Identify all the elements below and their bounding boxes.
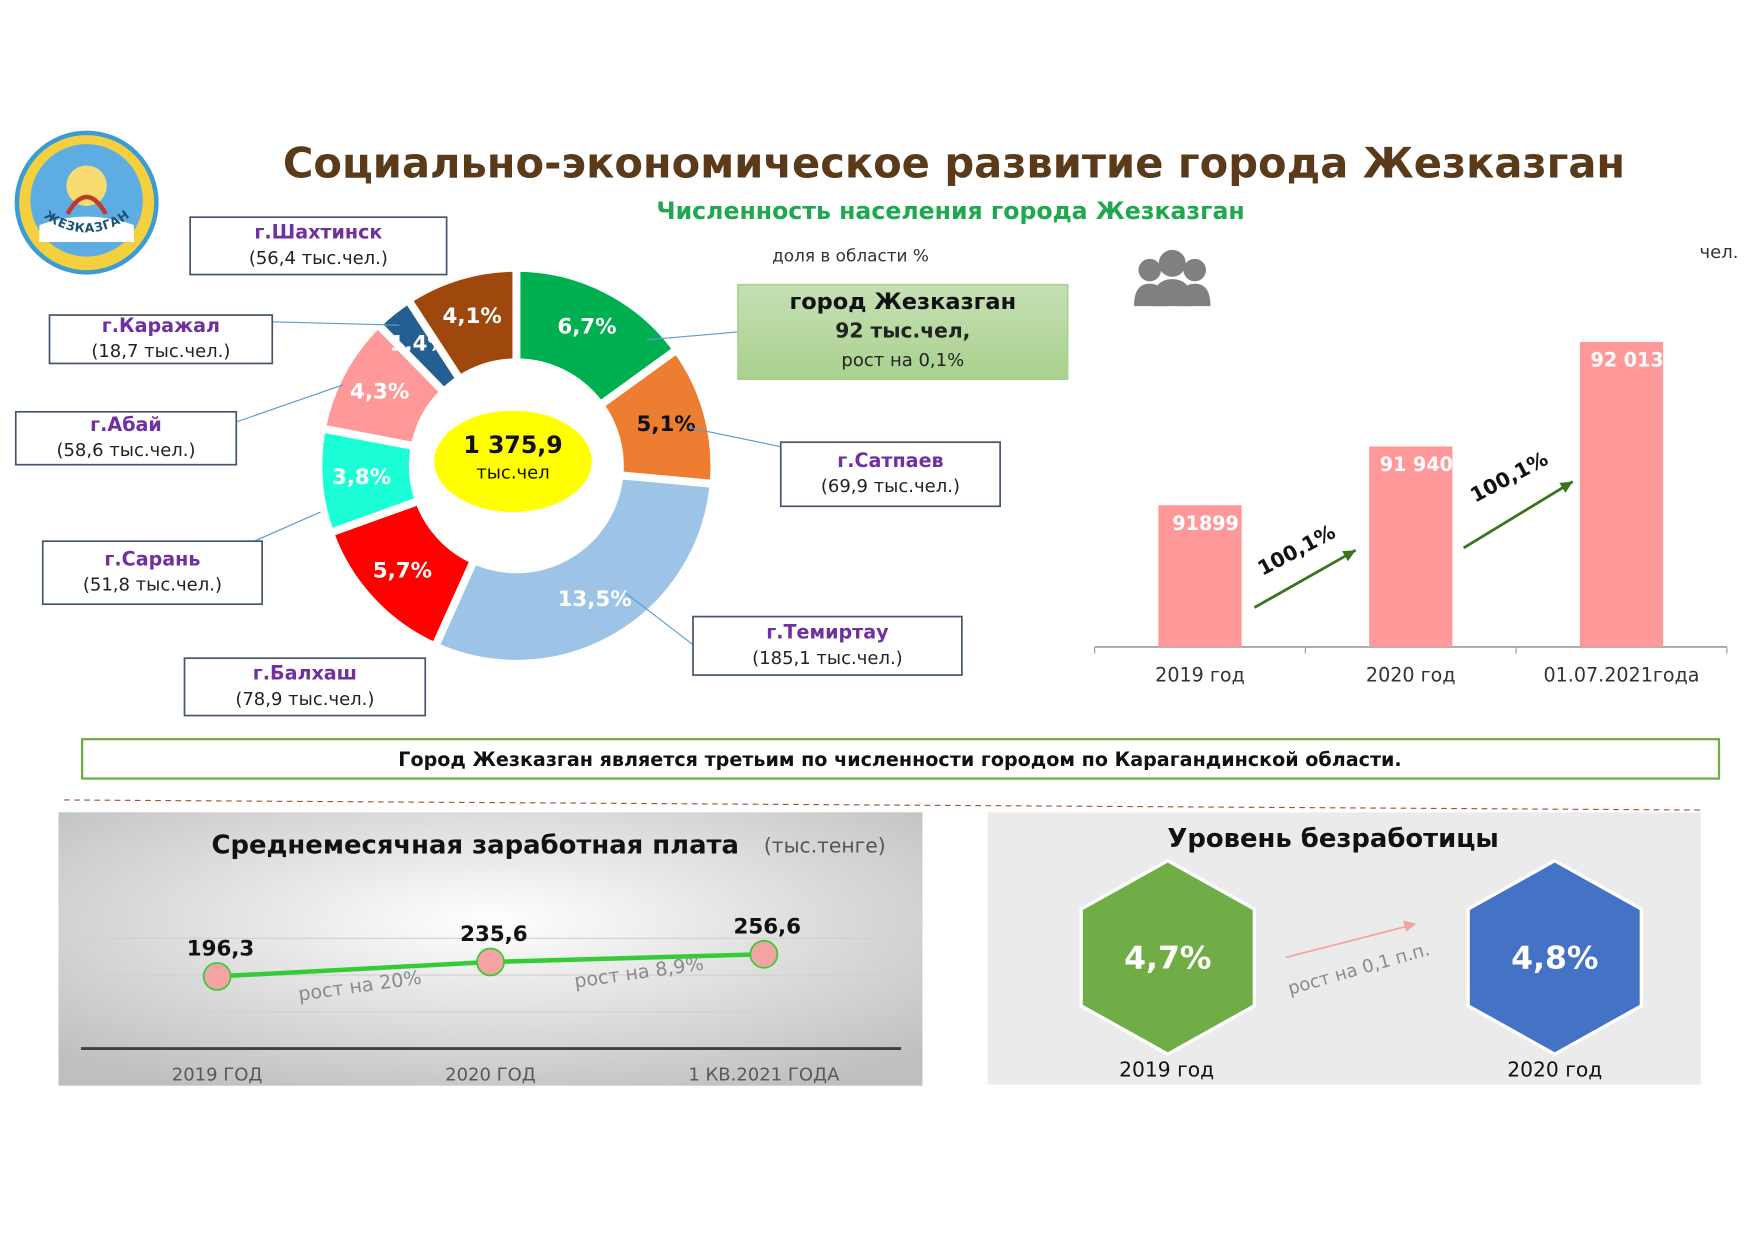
unit-label: чел. xyxy=(1700,242,1739,263)
slice-label: 13,5% xyxy=(558,587,632,612)
unit-label: доля в области % xyxy=(772,246,929,266)
slice-label: 4,1% xyxy=(443,304,502,329)
slice-label: 5,7% xyxy=(373,558,432,583)
panel-title: Среднемесячная заработная плата xyxy=(212,831,739,861)
callout-name: г.Сарань xyxy=(104,547,200,570)
panel-subtitle: (тыс.тенге) xyxy=(764,834,886,858)
x-tick-label: 1 КВ.2021 ГОДА xyxy=(688,1065,840,1086)
growth-label: 100,1% xyxy=(1466,446,1552,507)
rate-label: 4,7% xyxy=(1124,941,1211,977)
callout-note: (56,4 тыс.чел.) xyxy=(249,248,388,269)
arrow-head xyxy=(1402,920,1417,932)
slice-label: 4,3% xyxy=(350,379,409,404)
x-tick-label: 2020 ГОД xyxy=(445,1065,536,1086)
callout-note: (185,1 тыс.чел.) xyxy=(752,648,903,669)
rate-hexagon xyxy=(1466,858,1644,1057)
callout-note: (78,9 тыс.чел.) xyxy=(235,689,374,710)
callout-note: (18,7 тыс.чел.) xyxy=(91,341,230,362)
callout-box xyxy=(779,441,1001,508)
people-icon xyxy=(1134,249,1211,307)
callout-box xyxy=(48,314,274,365)
growth-label: 100,1% xyxy=(1254,520,1340,581)
callout-box xyxy=(737,283,1069,381)
donut-slice xyxy=(402,263,521,385)
point-label: 256,6 xyxy=(733,914,801,939)
bar-value-label: 91899 xyxy=(1172,512,1238,535)
donut-slice xyxy=(429,470,718,668)
callout-name: г.Балхаш xyxy=(253,661,357,684)
callout-name: г.Каражал xyxy=(102,314,220,337)
arrow-head xyxy=(1559,481,1573,493)
bar-value-label: 91 940 xyxy=(1380,453,1453,476)
callout-line xyxy=(236,384,344,423)
logo: ЖЕЗКАЗГАН xyxy=(14,130,159,275)
bar xyxy=(1369,446,1453,647)
slice-label: 3,8% xyxy=(332,465,391,490)
slice-label: 6,7% xyxy=(557,315,616,340)
bar xyxy=(1158,505,1242,647)
growth-arrow xyxy=(1462,480,1574,550)
callout-line xyxy=(272,321,400,326)
callout-note: (58,6 тыс.чел.) xyxy=(56,440,195,461)
x-tick-label: 2019 ГОД xyxy=(172,1065,263,1086)
callout-line xyxy=(625,592,694,646)
banner-text: Город Жезказган является третьим по числ… xyxy=(398,748,1401,771)
callout-box xyxy=(183,657,427,717)
page-subtitle: Численность населения города Жезказган xyxy=(657,197,1245,225)
slice-label: 5,1% xyxy=(636,412,695,437)
x-tick-label: 2020 год xyxy=(1507,1058,1602,1082)
x-tick-label: 2020 год xyxy=(1366,664,1456,687)
callout-name: г.Шахтинск xyxy=(254,220,382,243)
rate-label: 4,8% xyxy=(1511,941,1598,977)
panel-title: Уровень безработицы xyxy=(1167,824,1498,854)
growth-arrow xyxy=(1253,548,1357,609)
bar xyxy=(1579,341,1664,647)
growth-arrow xyxy=(1285,925,1409,959)
divider xyxy=(64,799,1702,811)
x-tick-label: 01.07.2021года xyxy=(1543,664,1699,687)
callout-note: 92 тыс.чел, xyxy=(835,318,970,342)
center-badge xyxy=(434,410,592,512)
callout-box xyxy=(14,410,238,466)
callout-box xyxy=(692,615,963,676)
arrow-head xyxy=(1342,550,1356,562)
x-tick-label: 2019 год xyxy=(1119,1058,1214,1082)
page-title: Социально-экономическое развитие города … xyxy=(283,139,1625,188)
bar-value-label: 92 013 xyxy=(1591,349,1664,372)
salary-marker xyxy=(749,939,779,969)
callout-line xyxy=(646,331,739,341)
callout-name: город Жезказган xyxy=(789,289,1016,315)
banner-box xyxy=(81,738,1721,780)
callout-note: (69,9 тыс.чел.) xyxy=(821,476,960,497)
callout-line xyxy=(254,511,321,542)
callout-note: (51,8 тыс.чел.) xyxy=(83,575,222,596)
callout-box xyxy=(41,540,263,606)
rate-hexagon xyxy=(1079,858,1257,1057)
center-value: 1 375,9 xyxy=(463,431,562,459)
salary-marker xyxy=(476,947,505,977)
point-label: 196,3 xyxy=(187,936,255,961)
callout-box xyxy=(189,216,448,276)
callout-name: г.Темиртау xyxy=(766,620,889,643)
x-tick-label: 2019 год xyxy=(1155,664,1245,687)
callout-name: г.Абай xyxy=(90,413,162,436)
point-label: 235,6 xyxy=(460,922,528,947)
callout-name: г.Сатпаев xyxy=(837,449,943,472)
callout-note: рост на 0,1% xyxy=(841,350,964,371)
center-unit: тыс.чел xyxy=(476,463,550,484)
callout-line xyxy=(688,427,781,448)
salary-marker xyxy=(202,962,232,991)
